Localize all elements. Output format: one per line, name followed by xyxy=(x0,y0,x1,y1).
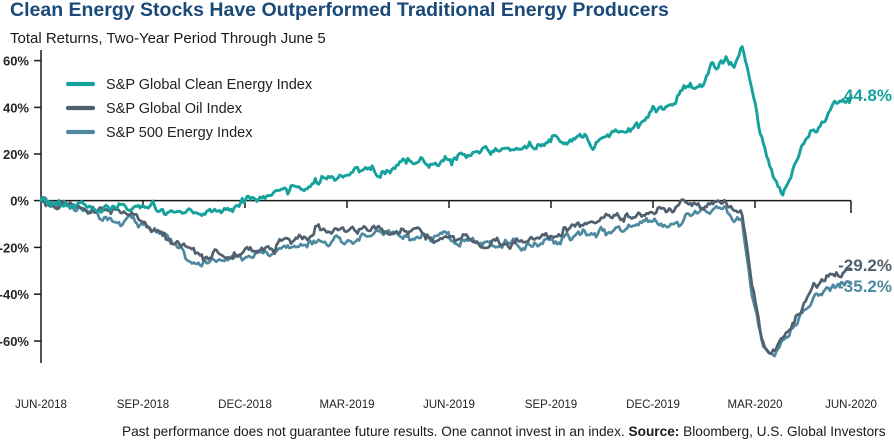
svg-text:-20%: -20% xyxy=(0,240,29,255)
svg-text:-29.2%: -29.2% xyxy=(838,256,892,275)
svg-text:JUN-2020: JUN-2020 xyxy=(825,399,877,411)
svg-text:20%: 20% xyxy=(3,147,29,162)
svg-text:MAR-2020: MAR-2020 xyxy=(728,399,783,411)
svg-text:0%: 0% xyxy=(10,194,29,209)
svg-text:-40%: -40% xyxy=(0,287,29,302)
svg-text:-35.2%: -35.2% xyxy=(838,277,892,296)
svg-text:SEP-2019: SEP-2019 xyxy=(525,399,577,411)
svg-text:44.8%: 44.8% xyxy=(844,86,892,105)
svg-text:S&P Global Oil Index: S&P Global Oil Index xyxy=(106,101,243,117)
svg-text:S&P 500 Energy Index: S&P 500 Energy Index xyxy=(106,125,253,141)
svg-text:SEP-2018: SEP-2018 xyxy=(117,399,169,411)
svg-text:-60%: -60% xyxy=(0,334,29,349)
svg-text:MAR-2019: MAR-2019 xyxy=(320,399,375,411)
svg-text:JUN-2019: JUN-2019 xyxy=(423,399,475,411)
svg-text:DEC-2019: DEC-2019 xyxy=(626,399,680,411)
svg-text:60%: 60% xyxy=(3,54,29,69)
svg-text:DEC-2018: DEC-2018 xyxy=(218,399,272,411)
svg-text:S&P Global Clean Energy Index: S&P Global Clean Energy Index xyxy=(106,77,313,93)
svg-text:JUN-2018: JUN-2018 xyxy=(15,399,67,411)
svg-text:40%: 40% xyxy=(3,100,29,115)
